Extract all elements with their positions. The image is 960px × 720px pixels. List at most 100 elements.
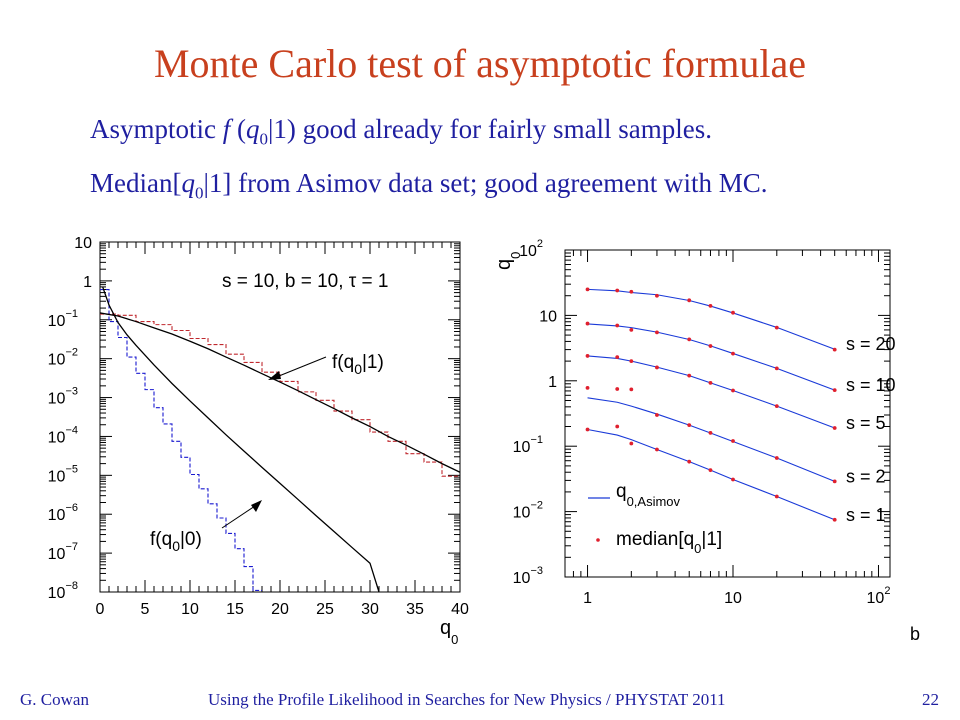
left-xtick-label: 25 xyxy=(316,601,334,618)
footer-page-number: 22 xyxy=(922,690,939,709)
bullet1-q: q xyxy=(246,114,260,144)
median-point xyxy=(774,325,779,330)
left-axis-ticks xyxy=(99,241,461,593)
median-point xyxy=(629,289,634,294)
label-h1: f(q0|1) xyxy=(332,352,384,377)
bullet2-sub: 0 xyxy=(194,183,204,203)
label-h0-post: |0) xyxy=(180,529,202,550)
right-ylabel-main: q xyxy=(493,259,515,270)
median-point xyxy=(615,355,620,360)
legend-median-marker xyxy=(596,538,600,542)
bullet1-pre: Asymptotic xyxy=(90,114,223,144)
median-point xyxy=(629,441,634,446)
median-point xyxy=(687,423,692,428)
right-ytick-label: 1 xyxy=(548,374,557,391)
bullet-asymptotic: Asymptotic f (q0|1) good already for fai… xyxy=(90,114,712,149)
median-point xyxy=(832,388,837,393)
median-point xyxy=(655,365,659,370)
bullet1-sub: 0 xyxy=(259,129,269,149)
footer-author: G. Cowan xyxy=(20,690,89,709)
right-axis-ticks xyxy=(564,249,890,578)
median-point xyxy=(832,426,837,430)
median-point xyxy=(585,321,590,326)
label-h1-pre: f(q xyxy=(332,352,354,373)
left-xtick-label: 35 xyxy=(406,601,424,618)
median-point xyxy=(774,366,779,371)
right-ytick-label: 10−3 xyxy=(513,565,543,587)
median-point xyxy=(585,287,590,292)
left-ytick-label: 10 xyxy=(74,235,92,252)
right-tick-labels: 10−3 10−2 10−1 1 10 102 1 10 102 xyxy=(513,238,891,607)
legend-asimov-label: q0,Asimov xyxy=(616,481,681,509)
left-ytick-label: 1 xyxy=(83,274,92,291)
median-point xyxy=(832,517,837,522)
right-xlabel: b xyxy=(910,624,920,644)
right-xtick-label: 102 xyxy=(867,585,891,607)
median-point xyxy=(655,330,659,335)
curve-h1 xyxy=(99,312,461,473)
right-ytick-label: 10−1 xyxy=(513,434,543,456)
median-point xyxy=(708,468,713,473)
series-label: s = 1 xyxy=(846,505,886,525)
left-xtick-label: 0 xyxy=(96,601,105,618)
median-point xyxy=(708,380,713,385)
median-point xyxy=(585,354,590,358)
label-h0-pre: f(q xyxy=(150,529,172,550)
left-ytick-label: 10−2 xyxy=(48,347,78,369)
left-xlabel-sub: 0 xyxy=(451,632,458,647)
left-ytick-label: 10−1 xyxy=(48,308,78,330)
series-label: s = 5 xyxy=(846,413,886,433)
histogram-h0 xyxy=(100,288,262,591)
left-xtick-label: 20 xyxy=(271,601,289,618)
right-ytick-label: 10−2 xyxy=(513,500,543,522)
label-h0: f(q0|0) xyxy=(150,529,202,554)
median-point xyxy=(832,347,837,352)
median-point xyxy=(832,479,837,484)
arrowhead-h1 xyxy=(268,371,281,380)
left-xtick-label: 15 xyxy=(226,601,244,618)
median-point xyxy=(731,351,735,356)
legend-median-pre: median[q xyxy=(616,529,694,550)
left-tick-labels: 10−8 10−7 10−6 10−5 10−4 10−3 10−2 10−1 1 10 0 5 10 1… xyxy=(48,235,469,618)
left-ytick-label: 10−8 xyxy=(48,580,78,602)
right-series xyxy=(585,287,837,522)
bullet1-post: |1) good already for fairly small sample… xyxy=(268,114,713,144)
right-ylabel: q0 xyxy=(493,252,523,270)
asimov-curve-4 xyxy=(587,428,835,521)
median-point xyxy=(585,385,590,390)
right-ylabel-sub: 0 xyxy=(508,252,523,259)
median-point xyxy=(655,293,659,298)
median-point xyxy=(731,388,735,393)
series-label: s = 10 xyxy=(846,375,896,395)
right-xtick-label: 10 xyxy=(724,590,742,607)
left-ytick-label: 10−5 xyxy=(48,463,78,485)
curve-h0 xyxy=(102,286,380,593)
left-plot: 10−8 10−7 10−6 10−5 10−4 10−3 10−2 10−1 1 10 0 5 10 1… xyxy=(48,235,469,647)
asimov-curve-2 xyxy=(587,355,835,429)
left-xlabel: q0 xyxy=(440,617,458,647)
median-point xyxy=(629,359,634,364)
right-series-labels: s = 20 s = 10 s = 5 s = 2 s = 1 xyxy=(846,334,896,525)
bullet2-q: q xyxy=(181,168,195,198)
median-point xyxy=(687,298,692,303)
median-point xyxy=(687,459,692,464)
median-point xyxy=(731,310,735,315)
median-point xyxy=(655,413,659,417)
series-label: s = 2 xyxy=(846,466,886,486)
label-h0-sub: 0 xyxy=(172,538,180,554)
left-ytick-label: 10−7 xyxy=(48,541,78,563)
left-annotation: s = 10, b = 10, τ = 1 xyxy=(222,271,388,292)
label-h1-sub: 0 xyxy=(354,361,362,377)
legend-median-post: |1] xyxy=(701,529,722,550)
legend-median-sub: 0 xyxy=(694,541,701,556)
series-label: s = 20 xyxy=(846,334,896,354)
median-point xyxy=(687,337,692,342)
median-point xyxy=(708,344,713,348)
median-point xyxy=(615,387,620,391)
left-xtick-label: 10 xyxy=(181,601,199,618)
median-point xyxy=(615,288,620,293)
median-point xyxy=(774,456,779,460)
bullet2-post: |1] from Asimov data set; good agreement… xyxy=(203,168,768,198)
asimov-curve-1 xyxy=(587,323,835,391)
